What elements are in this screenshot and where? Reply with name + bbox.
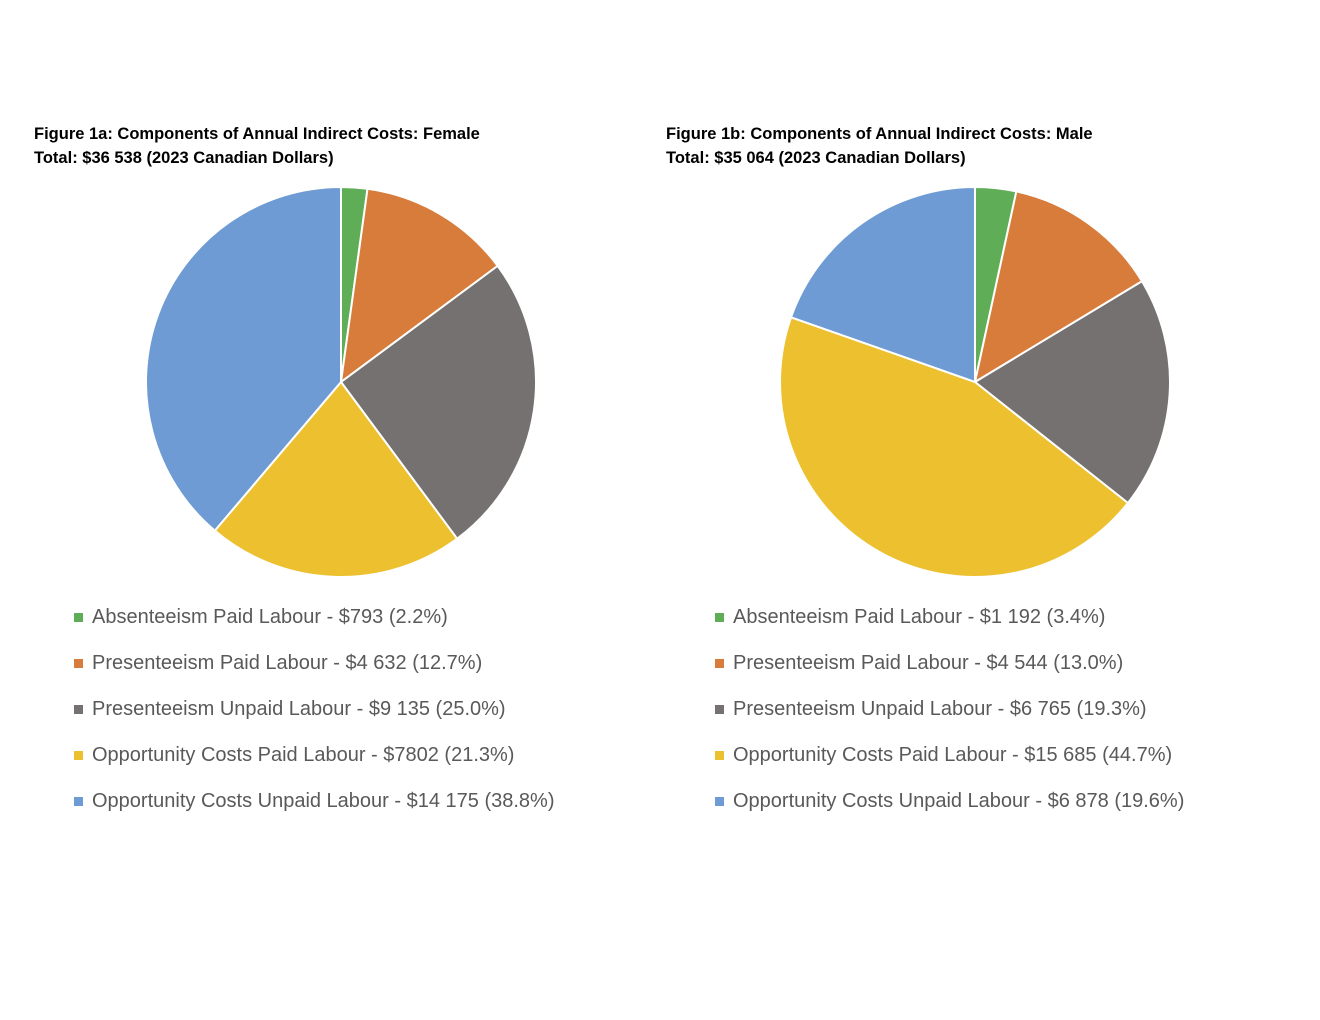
chart-title: Figure 1b: Components of Annual Indirect… xyxy=(666,125,1093,143)
legend-label: Presenteeism Paid Labour - $4 544 (13.0%… xyxy=(733,651,1124,674)
pie-slice xyxy=(789,185,976,384)
legend-label: Opportunity Costs Paid Labour - $7802 (2… xyxy=(92,743,515,766)
pie-slice xyxy=(145,185,342,533)
legend-label: Opportunity Costs Unpaid Labour - $6 878… xyxy=(733,789,1185,812)
legend-swatch xyxy=(74,750,83,760)
legend-label: Presenteeism Paid Labour - $4 632 (12.7%… xyxy=(92,651,483,674)
chart-subtitle: Total: $36 538 (2023 Canadian Dollars) xyxy=(34,149,334,167)
legend-item: Presenteeism Unpaid Labour - $9 135 (25.… xyxy=(74,686,555,732)
pie-slice xyxy=(973,190,1144,385)
pie-slice xyxy=(973,279,1171,505)
pie-slice xyxy=(779,316,1130,578)
legend-swatch xyxy=(715,612,724,622)
legend-label: Opportunity Costs Unpaid Labour - $14 17… xyxy=(92,789,555,812)
legend-swatch xyxy=(715,750,724,760)
legend-swatch xyxy=(715,704,724,714)
legend-label: Opportunity Costs Paid Labour - $15 685 … xyxy=(733,743,1173,766)
legend-item: Opportunity Costs Unpaid Labour - $14 17… xyxy=(74,778,555,824)
pie-slice xyxy=(339,187,500,385)
figure-1b: Figure 1b: Components of Annual Indirect… xyxy=(660,0,1320,1020)
title-block: Figure 1a: Components of Annual Indirect… xyxy=(34,122,480,170)
legend-item: Opportunity Costs Paid Labour - $7802 (2… xyxy=(74,732,555,778)
legend-label: Presenteeism Unpaid Labour - $6 765 (19.… xyxy=(733,697,1147,720)
pie-chart xyxy=(145,185,538,578)
legend: Absenteeism Paid Labour - $1 192 (3.4%) P… xyxy=(715,594,1184,824)
legend-label: Absenteeism Paid Labour - $1 192 (3.4%) xyxy=(733,605,1106,628)
legend: Absenteeism Paid Labour - $793 (2.2%) Pre… xyxy=(74,594,555,824)
legend-item: Presenteeism Paid Labour - $4 544 (13.0%… xyxy=(715,640,1184,686)
legend-item: Opportunity Costs Paid Labour - $15 685 … xyxy=(715,732,1184,778)
legend-item: Opportunity Costs Unpaid Labour - $6 878… xyxy=(715,778,1184,824)
legend-swatch xyxy=(74,796,83,806)
chart-subtitle: Total: $35 064 (2023 Canadian Dollars) xyxy=(666,149,966,167)
legend-item: Presenteeism Unpaid Labour - $6 765 (19.… xyxy=(715,686,1184,732)
legend-item: Absenteeism Paid Labour - $793 (2.2%) xyxy=(74,594,555,640)
title-block: Figure 1b: Components of Annual Indirect… xyxy=(666,122,1093,170)
legend-swatch xyxy=(74,612,83,622)
legend-item: Presenteeism Paid Labour - $4 632 (12.7%… xyxy=(74,640,555,686)
figure-1a: Figure 1a: Components of Annual Indirect… xyxy=(34,122,555,824)
legend-swatch xyxy=(715,658,724,668)
legend-label: Presenteeism Unpaid Labour - $9 135 (25.… xyxy=(92,697,506,720)
pie-slice xyxy=(213,380,459,578)
legend-label: Absenteeism Paid Labour - $793 (2.2%) xyxy=(92,605,448,628)
chart-title: Figure 1a: Components of Annual Indirect… xyxy=(34,125,480,143)
pie-slice xyxy=(339,264,538,541)
pie-chart xyxy=(779,185,1171,578)
legend-item: Absenteeism Paid Labour - $1 192 (3.4%) xyxy=(715,594,1184,640)
legend-swatch xyxy=(715,796,724,806)
legend-swatch xyxy=(74,704,83,714)
legend-swatch xyxy=(74,658,83,668)
